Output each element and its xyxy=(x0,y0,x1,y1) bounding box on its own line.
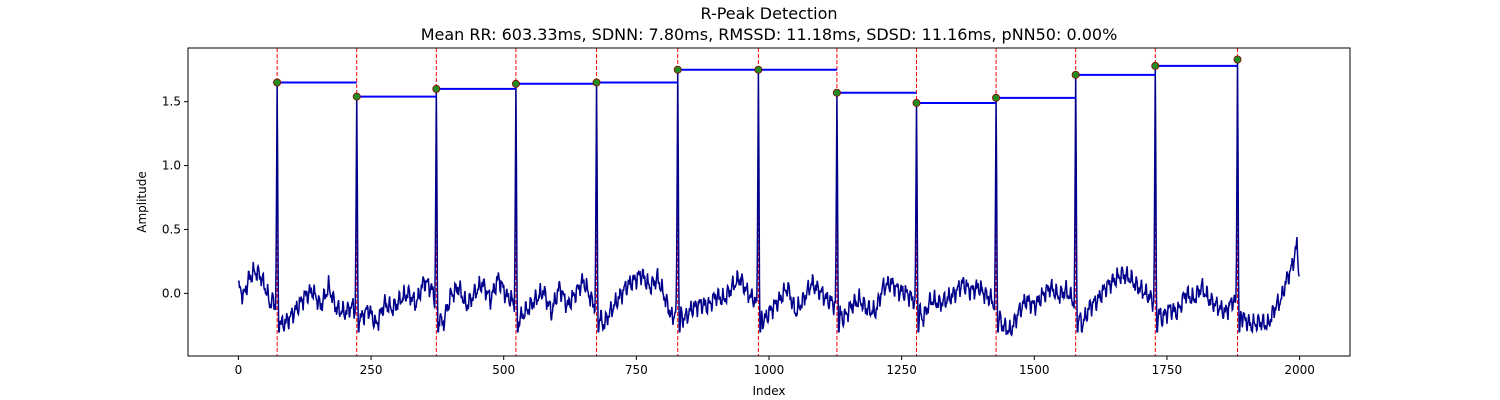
x-tick-label-4: 1000 xyxy=(754,363,785,377)
y-tick-label-2: 1.0 xyxy=(162,159,181,173)
x-tick-label-7: 1750 xyxy=(1152,363,1183,377)
peak-marker-9 xyxy=(992,93,1001,102)
x-tick-label-8: 2000 xyxy=(1284,363,1315,377)
y-tick-label-1: 0.5 xyxy=(162,222,181,236)
peak-marker-10 xyxy=(1071,70,1080,79)
x-tick-label-5: 1250 xyxy=(886,363,917,377)
ecg-signal-line xyxy=(237,59,1300,337)
x-tick-label-3: 750 xyxy=(625,363,648,377)
peak-marker-4 xyxy=(592,78,601,87)
peak-marker-5 xyxy=(673,65,682,74)
y-tick-label-0: 0.0 xyxy=(162,286,181,300)
x-axis: 0 250 500 750 1000 1250 1500 1750 2000 xyxy=(235,356,1315,377)
y-axis: 0.0 0.5 1.0 1.5 xyxy=(162,95,188,300)
peak-marker-1 xyxy=(352,92,361,101)
x-tick-label-6: 1500 xyxy=(1019,363,1050,377)
r-peak-markers xyxy=(273,55,1242,107)
chart-subtitle: Mean RR: 603.33ms, SDNN: 7.80ms, RMSSD: … xyxy=(421,25,1118,44)
plot-area xyxy=(187,47,1351,357)
x-axis-label: Index xyxy=(752,384,785,398)
peak-marker-11 xyxy=(1151,61,1160,70)
rr-interval-lines xyxy=(277,64,1238,104)
peak-marker-6 xyxy=(754,65,763,74)
x-tick-label-1: 250 xyxy=(360,363,383,377)
x-tick-label-0: 0 xyxy=(235,363,243,377)
y-axis-label: Amplitude xyxy=(135,171,149,233)
peak-marker-3 xyxy=(511,79,520,88)
ecg-signal xyxy=(237,59,1300,337)
chart-title: R-Peak Detection xyxy=(700,4,837,23)
x-tick-label-2: 500 xyxy=(492,363,515,377)
peak-marker-12 xyxy=(1233,55,1242,64)
peak-marker-7 xyxy=(832,88,841,97)
peak-marker-0 xyxy=(273,78,282,87)
y-tick-label-3: 1.5 xyxy=(162,95,181,109)
peak-marker-8 xyxy=(912,98,921,107)
peak-marker-2 xyxy=(432,84,441,93)
